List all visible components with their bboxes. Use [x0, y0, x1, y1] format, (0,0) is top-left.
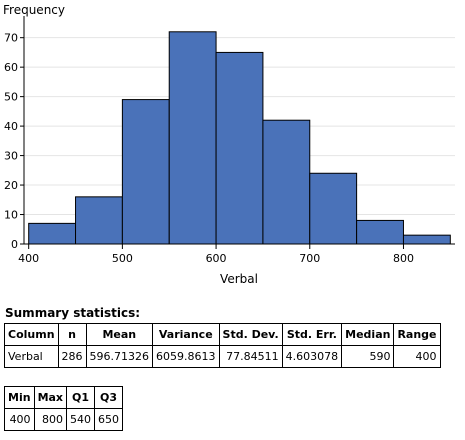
quartile-table-header-row: Min Max Q1 Q3 — [4, 386, 124, 409]
cell-n: 286 — [57, 345, 87, 368]
cell-q3: 650 — [94, 408, 124, 431]
histogram-bar — [121, 99, 170, 245]
header-min: Min — [4, 386, 35, 409]
header-range: Range — [393, 323, 441, 346]
histogram-bar — [262, 119, 311, 245]
histogram-bar — [309, 172, 358, 245]
histogram-bar — [168, 31, 217, 245]
cell-std-dev: 77.84511 — [218, 345, 283, 368]
histogram-bar — [402, 234, 451, 245]
header-std-dev: Std. Dev. — [218, 323, 283, 346]
histogram-bars — [28, 31, 451, 245]
y-axis-label: Frequency — [3, 3, 65, 17]
y-axis-ticks: 0 10 20 30 40 50 60 70 — [4, 32, 24, 251]
y-tick-label: 10 — [4, 209, 18, 222]
x-axis-ticks: 400 500 600 700 800 — [18, 244, 414, 265]
x-tick-label: 600 — [206, 252, 227, 265]
y-tick-label: 70 — [4, 32, 18, 45]
x-tick-label: 800 — [393, 252, 414, 265]
cell-column: Verbal — [4, 345, 59, 368]
cell-range: 400 — [393, 345, 441, 368]
y-tick-label: 0 — [11, 238, 18, 251]
header-max: Max — [33, 386, 68, 409]
histogram-bar — [356, 219, 404, 245]
histogram-chart: 0 10 20 30 40 50 60 70 400 500 600 700 800 Frequenc… — [3, 3, 455, 286]
cell-variance: 6059.8613 — [152, 345, 220, 368]
y-tick-label: 50 — [4, 91, 18, 104]
summary-table-row: Verbal 286 596.71326 6059.8613 77.84511 … — [4, 345, 441, 368]
header-column: Column — [4, 323, 59, 346]
y-tick-label: 20 — [4, 179, 18, 192]
summary-table: Column n Mean Variance Std. Dev. Std. Er… — [4, 323, 441, 368]
y-tick-label: 30 — [4, 150, 18, 163]
x-axis-label: Verbal — [220, 272, 258, 286]
header-n: n — [57, 323, 87, 346]
cell-mean: 596.71326 — [85, 345, 154, 368]
x-tick-label: 700 — [299, 252, 320, 265]
header-variance: Variance — [152, 323, 220, 346]
x-tick-label: 400 — [18, 252, 39, 265]
header-median: Median — [341, 323, 395, 346]
cell-q1: 540 — [66, 408, 96, 431]
quartile-table: Min Max Q1 Q3 400 800 540 650 — [4, 386, 124, 431]
quartile-table-row: 400 800 540 650 — [4, 408, 124, 431]
summary-table-header-row: Column n Mean Variance Std. Dev. Std. Er… — [4, 323, 441, 346]
cell-min: 400 — [4, 408, 35, 431]
header-std-err: Std. Err. — [281, 323, 343, 346]
cell-max: 800 — [33, 408, 68, 431]
summary-title: Summary statistics: — [5, 306, 141, 320]
histogram-bar — [28, 222, 77, 245]
x-tick-label: 500 — [112, 252, 133, 265]
cell-median: 590 — [341, 345, 395, 368]
header-q1: Q1 — [66, 386, 96, 409]
y-tick-label: 40 — [4, 120, 18, 133]
header-mean: Mean — [85, 323, 154, 346]
header-q3: Q3 — [94, 386, 124, 409]
histogram-bar — [75, 196, 123, 245]
y-tick-label: 60 — [4, 61, 18, 74]
axes — [23, 16, 455, 245]
histogram-bar — [215, 51, 264, 245]
cell-std-err: 4.603078 — [281, 345, 343, 368]
